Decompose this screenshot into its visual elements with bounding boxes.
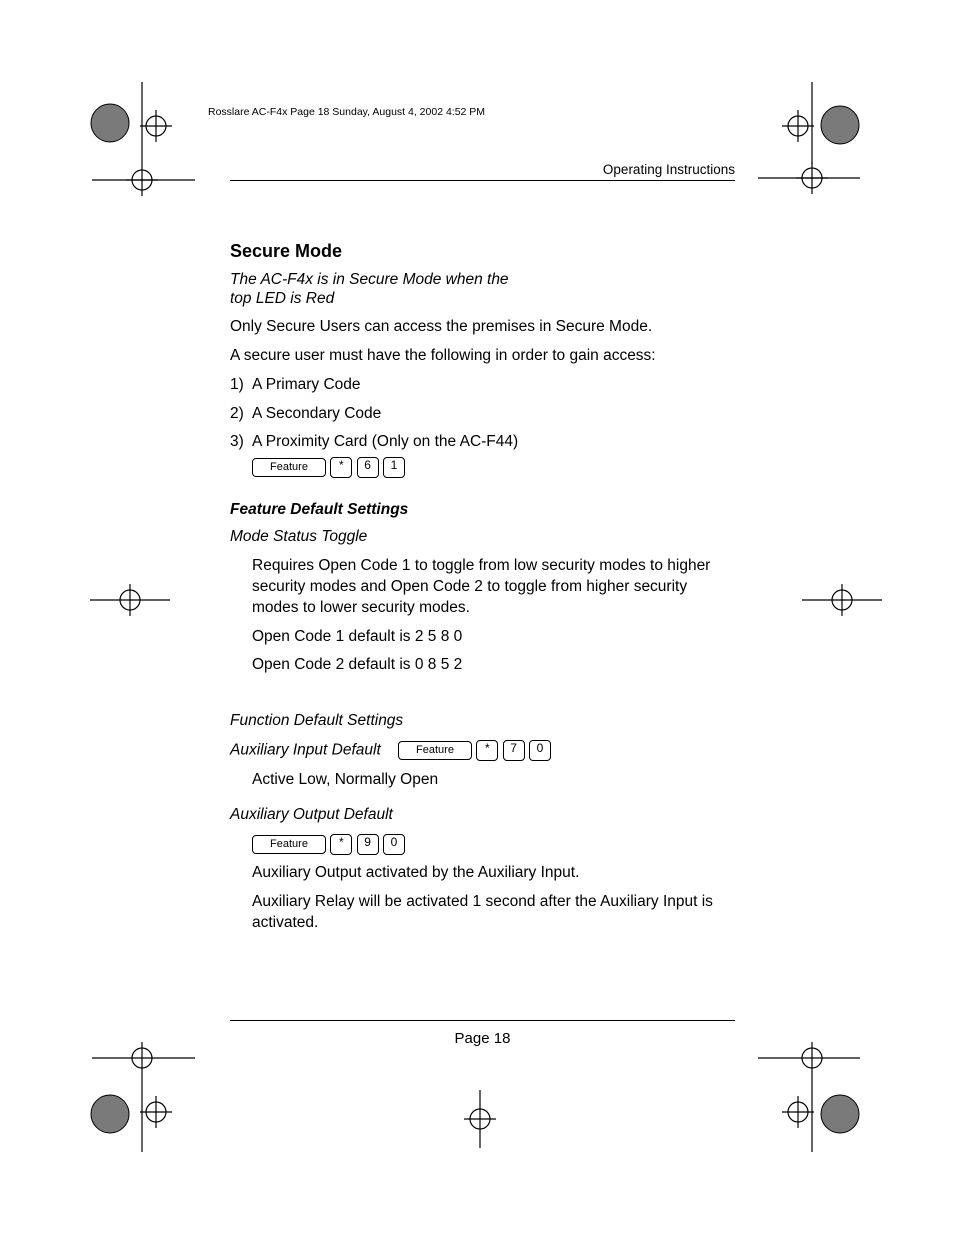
- crop-mark-top-right: [740, 70, 880, 210]
- paragraph: A secure user must have the following in…: [230, 346, 735, 367]
- keycap-star: *: [476, 740, 498, 761]
- function-item-text: Active Low, Normally Open: [252, 770, 735, 791]
- subtitle-line1: The AC-F4x is in Secure Mode when the: [230, 271, 509, 288]
- section-title: Secure Mode: [230, 241, 735, 262]
- keycap-star: *: [330, 834, 352, 855]
- key-sequence-row: Feature * 9 0: [252, 834, 735, 856]
- crop-mark-bottom-right: [740, 1022, 880, 1172]
- footer-rule: [230, 1020, 735, 1021]
- keycap-digit: 0: [529, 740, 551, 761]
- function-heading: Function Default Settings: [230, 712, 735, 730]
- subtitle-line2: top LED is Red: [230, 290, 334, 307]
- function-item-text: Auxiliary Output activated by the Auxili…: [252, 863, 735, 884]
- step-item: 2) A Secondary Code: [230, 404, 735, 425]
- step-number: 1): [230, 375, 252, 396]
- keycap-feature: Feature: [252, 458, 326, 477]
- page-number: Page 18: [230, 1030, 735, 1047]
- crop-mark-bottom-left: [80, 1022, 200, 1172]
- crop-mark-top-left: [80, 70, 200, 210]
- crop-mark-bottom-center: [430, 1084, 530, 1154]
- step-text: A Primary Code: [252, 375, 735, 396]
- keycap-star: *: [330, 457, 352, 478]
- header-rule: [230, 180, 735, 181]
- keycap-feature: Feature: [252, 835, 326, 854]
- key-sequence-row: Feature * 6 1: [252, 457, 735, 479]
- function-input-row: Auxiliary Input Default Feature * 7 0: [230, 740, 735, 762]
- step-number: 3): [230, 432, 252, 453]
- paragraph: Only Secure Users can access the premise…: [230, 317, 735, 338]
- keycap-digit: 9: [357, 834, 379, 855]
- feature-item-text: Requires Open Code 1 to toggle from low …: [252, 556, 735, 619]
- keycap-digit: 0: [383, 834, 405, 855]
- keycap-digit: 7: [503, 740, 525, 761]
- crop-mark-mid-right: [792, 565, 892, 635]
- step-text: A Proximity Card (Only on the AC-F44): [252, 432, 735, 453]
- page-content: Operating Instructions Secure Mode The A…: [230, 180, 735, 942]
- crop-mark-mid-left: [80, 565, 180, 635]
- step-number: 2): [230, 404, 252, 425]
- crop-note: Rosslare AC-F4x Page 18 Sunday, August 4…: [208, 106, 485, 118]
- feature-item-text: Open Code 1 default is 2 5 8 0: [252, 627, 735, 648]
- keycap-feature: Feature: [398, 741, 472, 760]
- step-text: A Secondary Code: [252, 404, 735, 425]
- section-subtitle: The AC-F4x is in Secure Mode when the to…: [230, 270, 735, 309]
- feature-heading: Feature Default Settings: [230, 501, 735, 519]
- function-item-label: Auxiliary Input Default: [230, 742, 381, 759]
- step-item: 1) A Primary Code: [230, 375, 735, 396]
- step-item: 3) A Proximity Card (Only on the AC-F44): [230, 432, 735, 453]
- feature-item-label: Mode Status Toggle: [230, 527, 735, 548]
- header-section-label: Operating Instructions: [603, 162, 735, 177]
- function-item-label: Auxiliary Output Default: [230, 805, 735, 826]
- keycap-digit: 6: [357, 457, 379, 478]
- feature-item-text: Open Code 2 default is 0 8 5 2: [252, 655, 735, 676]
- function-item-text: Auxiliary Relay will be activated 1 seco…: [252, 892, 735, 934]
- keycap-digit: 1: [383, 457, 405, 478]
